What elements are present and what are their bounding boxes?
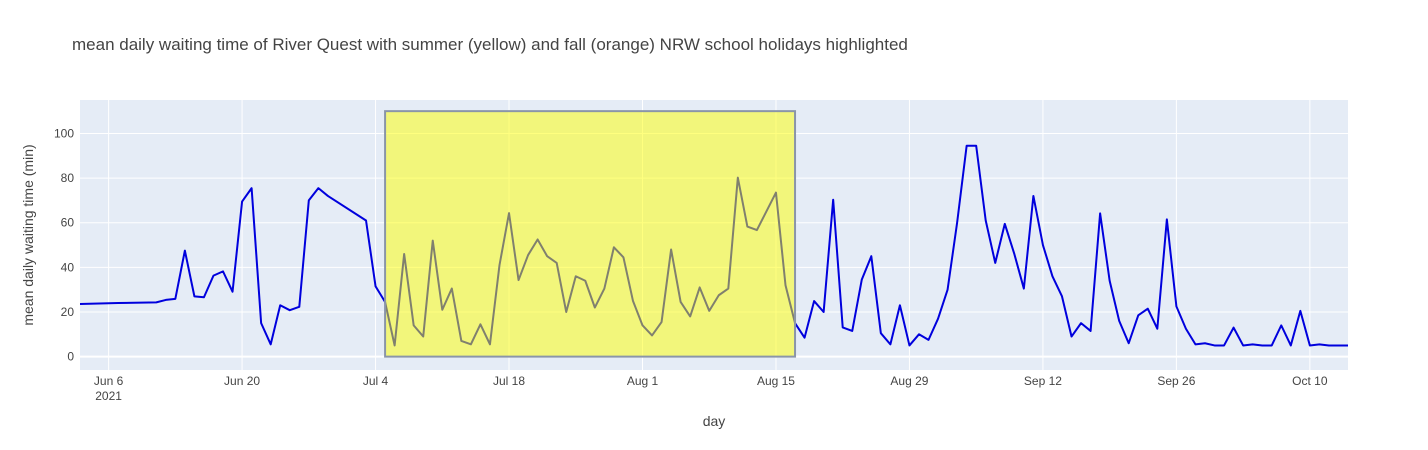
holiday-highlights <box>384 110 797 358</box>
x-tick-label: Sep 26 <box>1157 374 1195 388</box>
summer-holiday-highlight <box>384 110 797 358</box>
x-tick-label: Sep 12 <box>1024 374 1062 388</box>
y-axis: 0 20 40 60 80 100 <box>54 126 74 363</box>
x-tick-label: Aug 1 <box>627 374 659 388</box>
y-axis-title: mean daily waiting time (min) <box>20 144 36 325</box>
x-tick-label: Jul 4 <box>363 374 389 388</box>
y-tick-label: 100 <box>54 126 74 140</box>
y-tick-label: 40 <box>61 260 75 274</box>
x-tick-label: Aug 15 <box>757 374 795 388</box>
chart-title: mean daily waiting time of River Quest w… <box>72 35 908 54</box>
x-tick-label: Jun 20 <box>224 374 260 388</box>
y-tick-label: 80 <box>61 171 75 185</box>
x-tick-label: Jun 6 <box>94 374 124 388</box>
y-tick-label: 20 <box>61 305 75 319</box>
x-tick-label: Jul 18 <box>493 374 525 388</box>
x-tick-sublabel: 2021 <box>95 389 122 403</box>
y-tick-label: 60 <box>61 216 75 230</box>
x-tick-label: Aug 29 <box>890 374 928 388</box>
y-tick-label: 0 <box>67 350 74 364</box>
x-axis-title: day <box>703 413 726 429</box>
x-tick-label: Oct 10 <box>1292 374 1328 388</box>
